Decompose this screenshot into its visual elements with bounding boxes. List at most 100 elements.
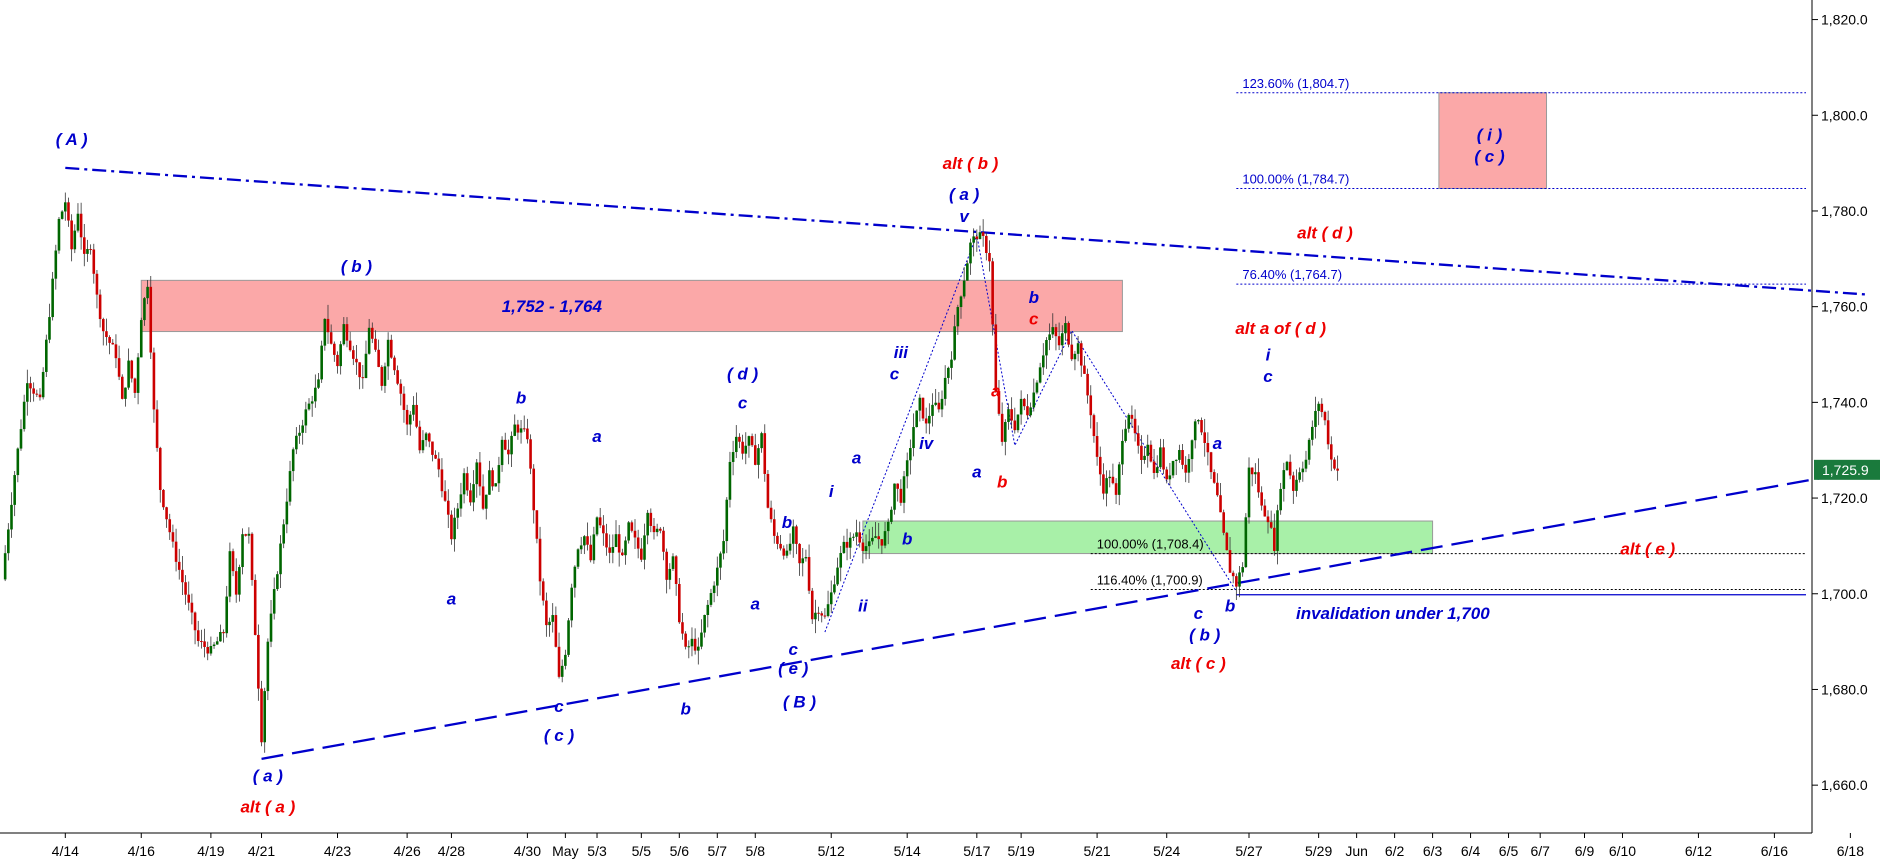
wave-label: ( e )	[778, 659, 809, 678]
candle-body	[450, 514, 453, 540]
wave-label: alt ( e )	[1620, 539, 1675, 558]
candle-body	[551, 615, 555, 622]
candle-body	[48, 317, 51, 340]
candle-body	[709, 593, 713, 605]
candle-body	[554, 615, 558, 647]
candle-body	[598, 517, 602, 526]
x-tick-label: 5/24	[1153, 843, 1180, 859]
candle-body	[120, 376, 124, 399]
wave-label: c	[738, 393, 748, 412]
candle-body	[649, 512, 653, 526]
candle-body	[1073, 353, 1077, 360]
wave-label: ( d )	[727, 365, 758, 384]
trendline-lower	[261, 468, 1870, 760]
candle-body	[348, 340, 352, 351]
candle-body	[836, 567, 839, 585]
candle-body	[545, 600, 548, 626]
candle-body	[282, 524, 285, 544]
candle-body	[98, 294, 102, 320]
candle-body	[114, 344, 118, 359]
candle-body	[399, 383, 403, 394]
candle-body	[1064, 323, 1067, 334]
x-tick-label: 5/3	[587, 843, 607, 859]
candle-body	[427, 433, 431, 442]
x-tick-label: 6/16	[1761, 843, 1788, 859]
candle-body	[959, 296, 963, 308]
candle-body	[446, 500, 450, 515]
candle-body	[693, 638, 697, 651]
zones-layer: 1,752 - 1,764	[140, 92, 1548, 555]
candle-body	[1311, 426, 1314, 440]
candle-body	[1067, 323, 1070, 345]
candle-body	[295, 435, 298, 450]
wave-label: ii	[858, 597, 869, 616]
candle-body	[899, 488, 903, 503]
candle-body	[152, 352, 156, 410]
candle-body	[405, 409, 409, 425]
candle-body	[279, 543, 282, 575]
candle-body	[276, 574, 279, 590]
wave-label: b	[902, 530, 912, 549]
candle-body	[260, 688, 263, 743]
candle-body	[1114, 483, 1118, 495]
x-tick-label: 6/10	[1609, 843, 1636, 859]
x-tick-label: 6/18	[1837, 843, 1864, 859]
x-tick-label: 6/2	[1385, 843, 1405, 859]
x-tick-label: 6/4	[1461, 843, 1481, 859]
candle-body	[810, 590, 814, 620]
candle-body	[1254, 472, 1257, 475]
x-tick-label: 5/14	[894, 843, 921, 859]
candle-body	[377, 349, 380, 367]
candle-body	[367, 327, 371, 354]
candle-body	[1140, 445, 1143, 460]
candle-body	[117, 358, 121, 377]
candle-body	[1029, 407, 1032, 416]
candle-body	[408, 414, 412, 425]
candle-body	[969, 242, 972, 264]
trendline-upper	[65, 166, 1870, 296]
candle-body	[298, 432, 301, 436]
candle-body	[659, 528, 662, 531]
candle-body	[41, 371, 45, 398]
candle-body	[1162, 447, 1165, 470]
candle-body	[263, 691, 266, 743]
candle-body	[320, 345, 323, 380]
candle-body	[333, 343, 336, 355]
candle-body	[111, 342, 115, 345]
candle-body	[358, 362, 361, 378]
candle-body	[345, 324, 349, 341]
candle-body	[1178, 450, 1181, 460]
candle-body	[833, 584, 836, 593]
candle-body	[1007, 409, 1010, 422]
candle-body	[706, 604, 710, 616]
candle-body	[1083, 365, 1086, 374]
candle-body	[130, 360, 134, 379]
candle-body	[1317, 403, 1320, 411]
candle-body	[193, 612, 197, 631]
candle-body	[953, 326, 956, 360]
wave-label: alt ( b )	[943, 154, 999, 173]
candle-body	[573, 566, 577, 588]
candle-body	[16, 448, 20, 476]
candle-body	[424, 433, 428, 441]
candle-body	[779, 543, 782, 549]
wave-label: ( c )	[1474, 147, 1505, 166]
candle-body	[7, 529, 10, 554]
candle-body	[143, 298, 146, 321]
candle-body	[1004, 421, 1007, 442]
candle-body	[1121, 440, 1124, 465]
x-tick-label: 5/5	[632, 843, 652, 859]
candle-body	[690, 638, 694, 647]
candle-body	[947, 367, 950, 378]
candle-body	[956, 307, 960, 327]
candle-body	[1155, 467, 1159, 473]
candle-body	[678, 583, 681, 623]
x-tick-label: 6/12	[1685, 843, 1712, 859]
invalidation-label: invalidation under 1,700	[1296, 604, 1490, 623]
x-tick-label: 5/7	[708, 843, 728, 859]
candle-body	[1111, 476, 1115, 484]
candle-body	[788, 543, 792, 551]
candle-body	[966, 263, 969, 281]
candle-body	[352, 350, 355, 359]
